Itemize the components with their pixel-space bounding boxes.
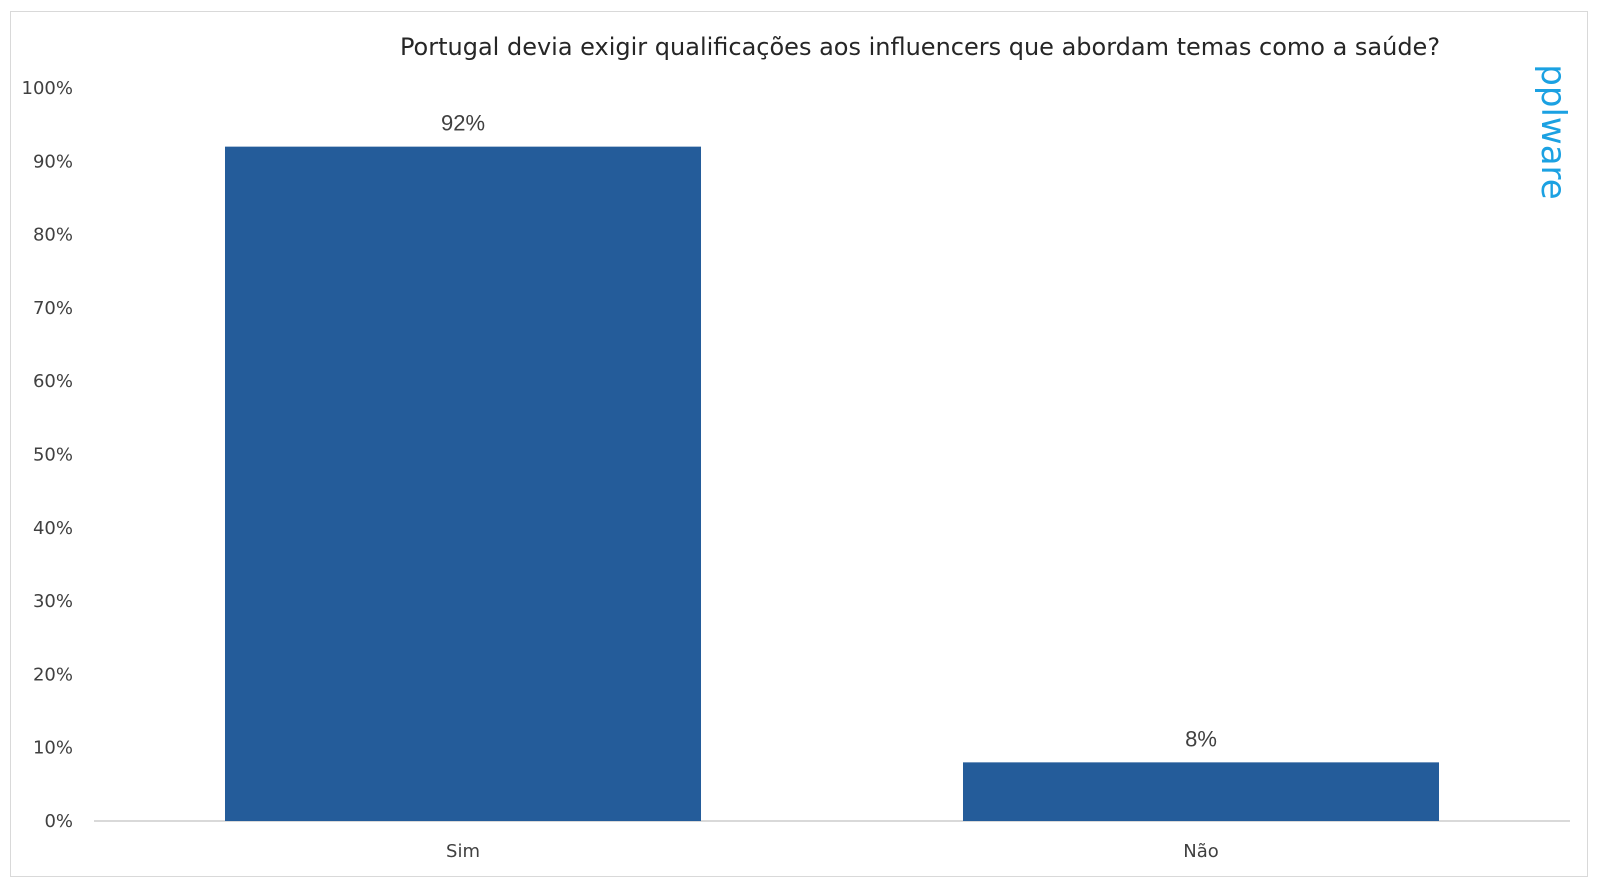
bar-0 [224,146,702,821]
data-label: 8% [1185,726,1217,751]
y-tick-label: 100% [22,78,73,99]
y-tick-label: 80% [33,225,73,246]
chart-title: Portugal devia exigir qualificações aos … [400,33,1440,61]
chart-frame [10,11,1588,877]
y-tick-label: 70% [33,298,73,319]
bars [224,146,1440,821]
y-tick-label: 60% [33,371,73,392]
bar-1 [962,762,1440,821]
y-axis-ticks: 0% 10% 20% 30% 40% 50% 60% 70% 80% 90% 100% [22,78,73,832]
y-tick-label: 0% [44,811,73,832]
data-label: 92% [441,111,485,136]
y-tick-label: 90% [33,151,73,172]
y-tick-label: 40% [33,518,73,539]
y-tick-label: 10% [33,738,73,759]
y-tick-label: 50% [33,445,73,466]
y-tick-label: 30% [33,591,73,612]
y-tick-label: 20% [33,664,73,685]
category-label: Não [1183,841,1219,862]
watermark-logo: pplware [1533,64,1573,199]
category-label: Sim [446,841,480,862]
category-labels: Sim Não [446,841,1219,862]
data-labels: 92% 8% [441,111,1217,752]
